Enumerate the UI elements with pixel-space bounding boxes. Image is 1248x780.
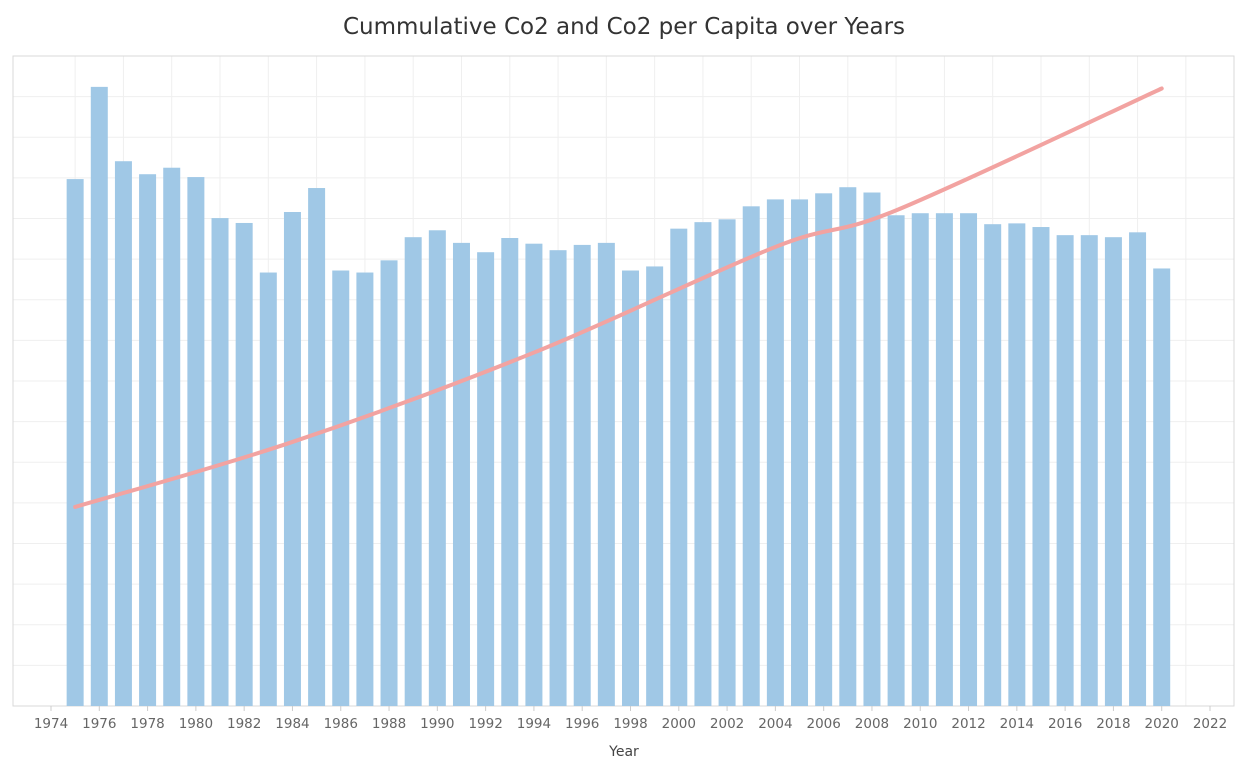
- bar-1982: [235, 222, 253, 706]
- bar-2018: [1104, 237, 1122, 706]
- bar-2011: [935, 213, 953, 706]
- bar-2006: [815, 193, 833, 706]
- x-tick-label-1986: 1986: [324, 716, 358, 732]
- bar-1980: [187, 177, 205, 706]
- x-tick-label-1992: 1992: [468, 716, 502, 732]
- x-tick-label-1974: 1974: [34, 716, 68, 732]
- x-tick-label-1996: 1996: [565, 716, 599, 732]
- bar-1985: [308, 188, 326, 706]
- bar-1990: [428, 230, 446, 706]
- x-tick-label-1984: 1984: [275, 716, 309, 732]
- bar-2003: [742, 206, 760, 706]
- x-tick-label-2006: 2006: [806, 716, 840, 732]
- x-tick-label-2014: 2014: [1000, 716, 1034, 732]
- bar-1996: [573, 244, 591, 706]
- bar-1997: [597, 242, 615, 706]
- bar-2007: [839, 187, 857, 706]
- x-tick-label-1990: 1990: [420, 716, 454, 732]
- bar-1975: [66, 179, 84, 706]
- bar-2014: [1008, 223, 1026, 706]
- x-tick-label-1994: 1994: [517, 716, 551, 732]
- bar-1995: [549, 250, 567, 706]
- bar-2000: [670, 228, 688, 706]
- x-tick-label-1988: 1988: [372, 716, 406, 732]
- bar-2012: [960, 213, 978, 706]
- bar-2013: [984, 224, 1002, 706]
- bar-2019: [1129, 232, 1147, 706]
- bar-1977: [114, 161, 132, 706]
- bar-1978: [139, 174, 157, 706]
- bar-1979: [163, 167, 181, 706]
- bar-1983: [259, 272, 277, 706]
- x-tick-label-1998: 1998: [613, 716, 647, 732]
- x-tick-label-2000: 2000: [662, 716, 696, 732]
- bar-1999: [646, 266, 664, 706]
- bar-2010: [911, 213, 929, 706]
- bar-1998: [622, 270, 639, 706]
- bar-1991: [452, 242, 470, 706]
- line-series: [73, 86, 1164, 509]
- bar-2005: [791, 199, 809, 706]
- bar-1984: [283, 212, 301, 706]
- bar-2017: [1080, 235, 1098, 706]
- bar-series: [66, 86, 1171, 706]
- bar-2001: [694, 222, 712, 706]
- bar-2009: [887, 215, 905, 706]
- x-tick-label-2008: 2008: [855, 716, 889, 732]
- x-tick-label-2012: 2012: [951, 716, 985, 732]
- bar-1986: [332, 270, 350, 706]
- bar-2002: [718, 219, 736, 706]
- x-tick-label-1978: 1978: [130, 716, 164, 732]
- bar-1993: [501, 238, 519, 706]
- x-tick-label-2018: 2018: [1096, 716, 1130, 732]
- bar-2016: [1056, 235, 1074, 706]
- bar-1988: [380, 260, 398, 706]
- x-axis: 1974 1976 1978 1980 1982 1984 1986 1988 1990 1992…: [34, 706, 1227, 732]
- bar-2020: [1153, 268, 1171, 706]
- x-axis-title: Year: [608, 744, 639, 760]
- x-tick-label-2020: 2020: [1145, 716, 1179, 732]
- bar-2004: [766, 199, 784, 706]
- bar-2008: [863, 192, 881, 706]
- chart-title: Cummulative Co2 and Co2 per Capita over …: [342, 14, 906, 40]
- x-tick-label-1982: 1982: [227, 716, 261, 732]
- x-tick-label-2010: 2010: [903, 716, 937, 732]
- x-tick-label-2016: 2016: [1048, 716, 1082, 732]
- bar-1987: [356, 272, 374, 706]
- bar-2015: [1032, 227, 1050, 706]
- bar-1981: [211, 218, 229, 706]
- x-tick-label-2004: 2004: [758, 716, 792, 732]
- bar-1994: [525, 243, 543, 706]
- bar-1992: [477, 252, 495, 706]
- x-tick-label-1980: 1980: [179, 716, 213, 732]
- cumulative-co2-line: [73, 86, 1164, 509]
- x-tick-label-2022: 2022: [1193, 716, 1227, 732]
- x-tick-label-1976: 1976: [82, 716, 116, 732]
- bar-1989: [404, 237, 422, 706]
- bar-1976: [90, 86, 108, 706]
- x-tick-label-2002: 2002: [710, 716, 744, 732]
